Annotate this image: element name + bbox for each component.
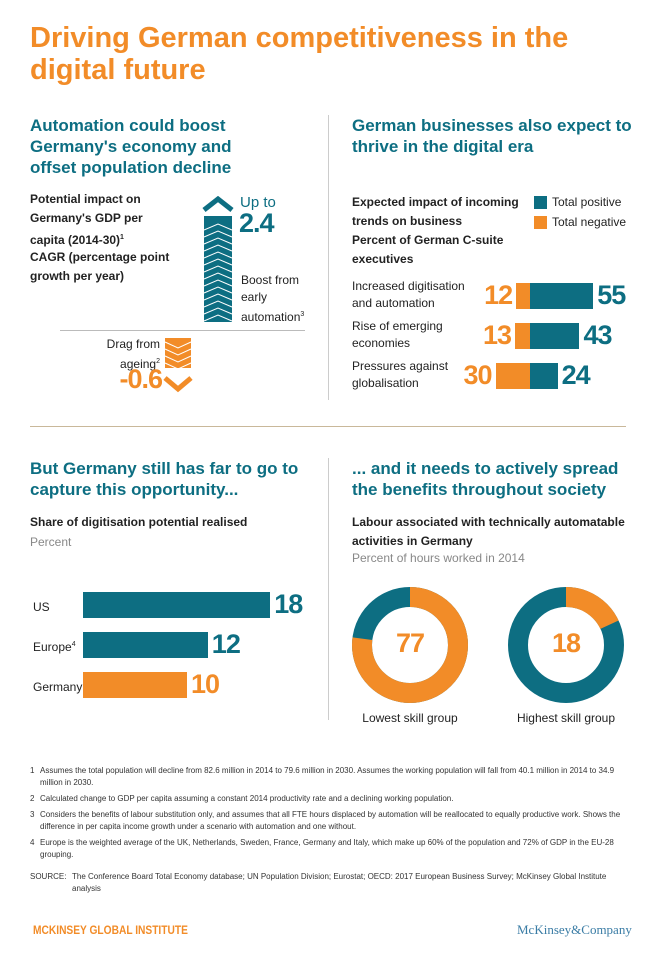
donut-value-slice (508, 587, 624, 703)
legend-positive-swatch (534, 196, 547, 209)
arrow-body (165, 338, 191, 368)
automation-unit: CAGR (percentage point growth per year) (30, 250, 170, 283)
divider (328, 458, 329, 720)
donut-label: Lowest skill group (362, 711, 458, 725)
chevron (163, 376, 193, 393)
chevron-line (203, 223, 233, 231)
footnotes: 1 Assumes the total population will decli… (30, 765, 630, 899)
value-negative: 12 (484, 280, 513, 310)
drag-label: Drag from ageing2 (106, 337, 160, 371)
bar-negative (516, 283, 530, 309)
business-heading: German businesses also expect to thrive … (352, 116, 632, 156)
automation-subtitle: Potential impact on Germany's GDP per ca… (30, 192, 143, 247)
value-positive: 24 (561, 360, 591, 390)
drag-value: -0.6 (119, 364, 163, 394)
automation-heading: Automation could boost Germany's economy… (30, 116, 232, 177)
chevron-line (203, 265, 233, 273)
potential-subtitle: Share of digitisation potential realised (30, 515, 248, 529)
chevron-line (203, 300, 233, 308)
chevron-line (164, 355, 192, 363)
chevron-line (203, 307, 233, 315)
category-label: Pressures against globalisation (352, 359, 449, 390)
legend-negative-label: Total negative (552, 215, 627, 229)
value-negative: 30 (463, 360, 492, 390)
chevron-line (203, 314, 233, 322)
chevron-line (164, 341, 192, 349)
bar-negative (515, 323, 530, 349)
chevron-line (203, 237, 233, 245)
footnote: 4 Europe is the weighted average of the U… (30, 838, 614, 859)
bar-value: 18 (274, 589, 303, 619)
value-positive: 43 (583, 320, 612, 350)
chevron-line (203, 293, 233, 301)
page-title: Driving German competitiveness in the di… (30, 22, 569, 86)
value-positive: 55 (597, 280, 626, 310)
society-subtitle: Labour associated with technically autom… (352, 515, 625, 548)
business-subtitle: Expected impact of incoming trends on bu… (352, 195, 519, 228)
business-unit: Percent of German C-suite executives (352, 233, 504, 266)
chevron-line (203, 286, 233, 294)
bar-positive (530, 363, 558, 389)
potential-unit: Percent (30, 535, 72, 549)
footnote: 1 Assumes the total population will decli… (30, 766, 615, 787)
category-label: Europe4 (33, 640, 76, 654)
category-label: Rise of emerging economies (352, 319, 443, 350)
boost-label: Boost from early automation3 (241, 273, 305, 324)
chevron-line (203, 251, 233, 259)
bar-value: 12 (211, 629, 241, 659)
chevron-line (203, 279, 233, 287)
mgi-logo: MCKINSEY GLOBAL INSTITUTE (33, 923, 188, 937)
bar (83, 592, 271, 618)
donut-value-slice (352, 587, 468, 703)
bar-negative (495, 363, 530, 389)
boost-value: 2.4 (239, 208, 275, 238)
chevron-line (203, 272, 233, 280)
donut-value: 77 (395, 628, 425, 658)
baseline (60, 330, 305, 331)
bar (83, 672, 187, 698)
footnote: 3 Considers the benefits of labour substi… (30, 810, 621, 831)
category-label: US (33, 600, 50, 614)
footnote: 2 Calculated change to GDP per capita ass… (30, 794, 454, 803)
category-label: Increased digitisation and automation (352, 279, 465, 310)
bar-positive (530, 323, 580, 349)
chevron-line (203, 258, 233, 266)
arrow-body (204, 216, 232, 322)
donut-chart (352, 587, 468, 703)
chevron-line (164, 362, 192, 370)
bar-value: 10 (191, 669, 220, 699)
chevron-line (203, 230, 233, 238)
potential-heading: But Germany still has far to go to captu… (30, 459, 299, 499)
source: SOURCE: The Conference Board Total Econom… (30, 872, 607, 893)
value-negative: 13 (483, 320, 512, 350)
donut-chart (508, 587, 624, 703)
down-chevrons-icon (163, 338, 193, 393)
bar-positive (530, 283, 594, 309)
chevron-line (203, 244, 233, 252)
divider (328, 115, 329, 400)
society-heading: ... and it needs to actively spread the … (352, 459, 619, 499)
donut-value: 18 (551, 628, 581, 658)
mckinsey-logo: McKinsey&Company (517, 922, 632, 937)
legend-positive-label: Total positive (552, 195, 622, 209)
legend-negative-swatch (534, 216, 547, 229)
society-unit: Percent of hours worked in 2014 (352, 551, 525, 565)
divider (30, 426, 626, 427)
chevron-line (164, 348, 192, 356)
chevron (202, 196, 234, 212)
boost-prefix: Up to (240, 194, 276, 211)
bar (83, 632, 208, 658)
donut-label: Highest skill group (516, 711, 616, 725)
category-label: Germany (33, 680, 83, 694)
up-chevrons-icon (202, 196, 234, 322)
